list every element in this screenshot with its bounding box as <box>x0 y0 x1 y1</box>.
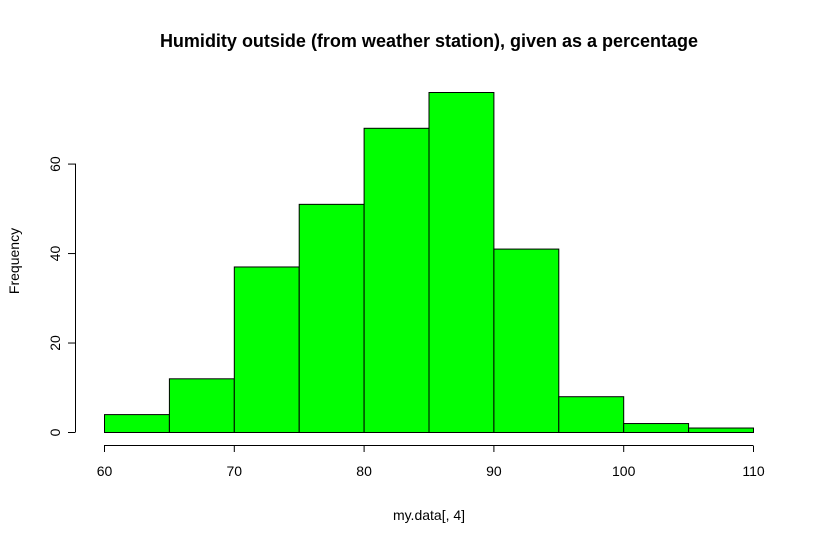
histogram-bar <box>428 92 495 433</box>
y-tick-label: 40 <box>47 246 63 262</box>
chart-title: Humidity outside (from weather station),… <box>160 31 698 51</box>
x-tick-label: 110 <box>742 463 765 479</box>
histogram-bar <box>688 427 754 433</box>
histogram-bar <box>298 203 365 433</box>
y-axis: 0 20 40 60 <box>47 156 76 436</box>
x-axis: 60 70 80 90 100 110 <box>97 445 765 479</box>
histogram-bar <box>233 266 300 434</box>
x-tick-label: 80 <box>356 463 372 479</box>
y-axis-label: Frequency <box>6 228 22 294</box>
x-tick-label: 60 <box>97 463 113 479</box>
histogram-bar <box>493 248 560 433</box>
y-tick-label: 0 <box>47 428 63 436</box>
y-tick-label: 60 <box>47 156 63 172</box>
y-tick-label: 20 <box>47 335 63 351</box>
x-tick-label: 90 <box>486 463 502 479</box>
histogram-bar <box>168 378 235 434</box>
x-axis-label: my.data[, 4] <box>393 507 465 523</box>
bars-group <box>104 92 754 434</box>
histogram-bar <box>558 396 625 434</box>
x-tick-label: 100 <box>612 463 636 479</box>
histogram-bar <box>104 414 170 433</box>
x-tick-label: 70 <box>227 463 243 479</box>
histogram-bar <box>363 127 430 434</box>
histogram-bar <box>623 423 690 434</box>
